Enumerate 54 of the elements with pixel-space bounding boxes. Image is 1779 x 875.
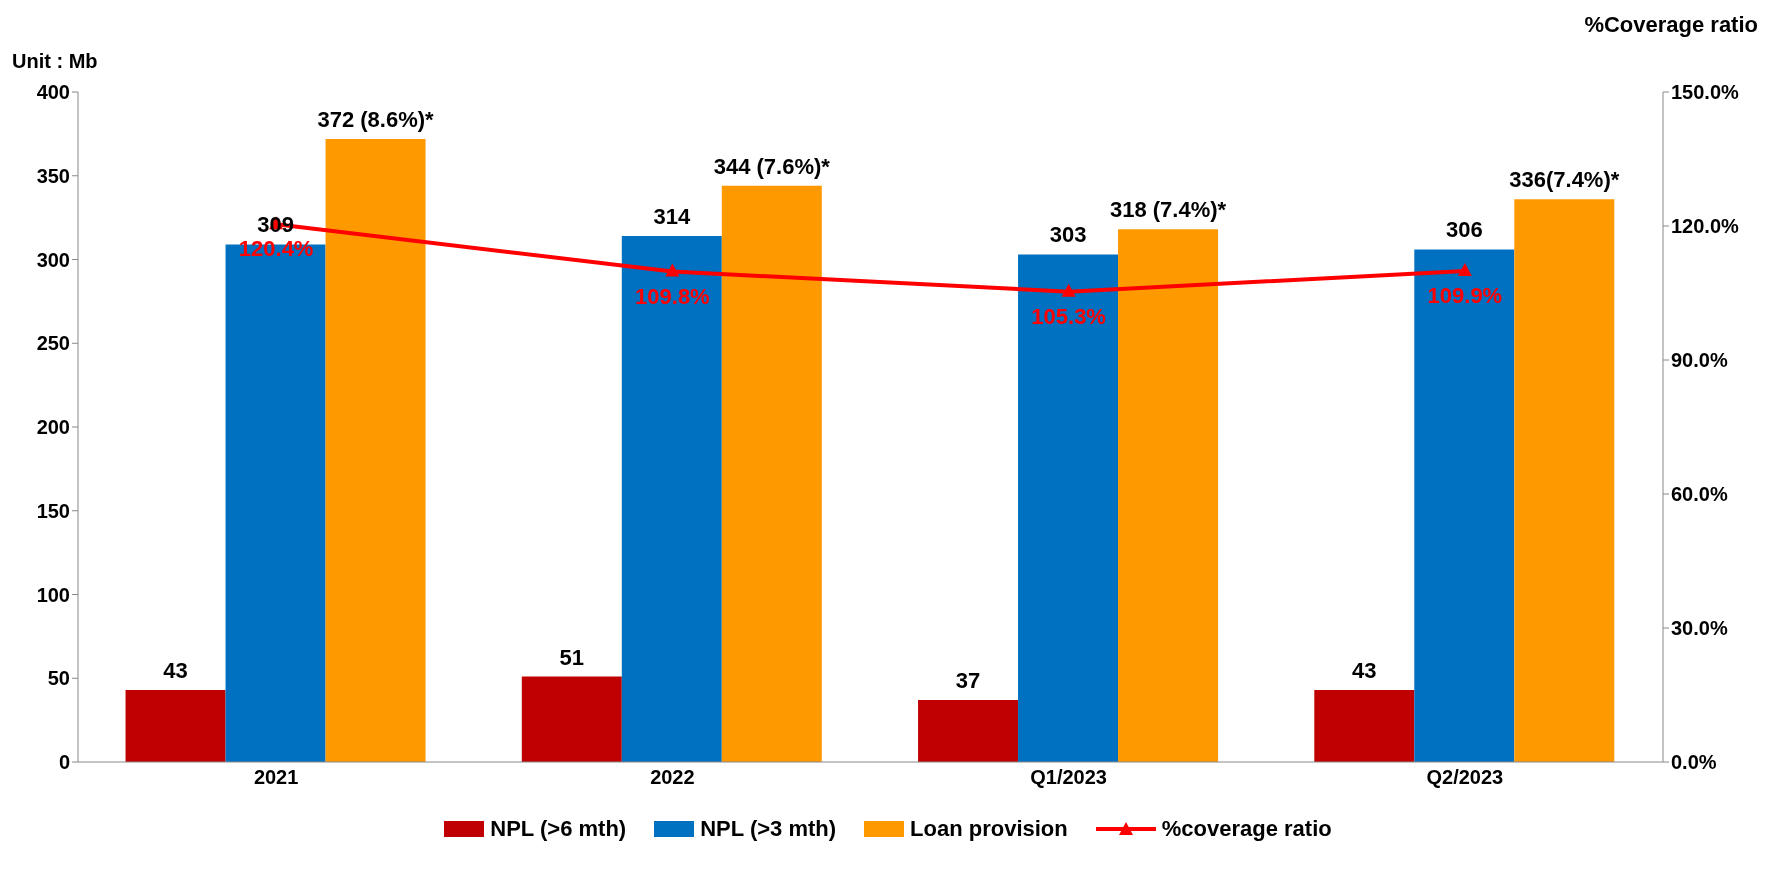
y2-axis-title: %Coverage ratio	[1584, 12, 1758, 38]
y2-tick-label: 30.0%	[1671, 617, 1728, 640]
data-label: 306	[1445, 217, 1483, 243]
y-tick-label: 200	[36, 416, 70, 439]
data-label: 43	[163, 657, 188, 683]
data-label: 372 (8.6%)*	[317, 106, 435, 132]
bar	[521, 676, 622, 762]
legend-label: Loan provision	[910, 816, 1068, 842]
bar	[1018, 254, 1119, 762]
point	[1457, 263, 1472, 277]
bar	[1514, 199, 1615, 762]
point	[665, 263, 680, 277]
y-tick-label: 400	[36, 81, 70, 104]
bar	[1118, 229, 1219, 762]
y-tick-label: 100	[36, 583, 70, 606]
point	[1061, 283, 1076, 297]
y-tick-label: 150	[36, 499, 70, 522]
y-tick-label: 0	[58, 751, 70, 774]
y2-tick-label: 150.0%	[1671, 81, 1740, 104]
data-label: 344 (7.6%)*	[713, 153, 831, 179]
x-tick-label: Q2/2023	[1426, 766, 1504, 789]
bar	[1314, 689, 1415, 762]
legend-label: %coverage ratio	[1161, 816, 1332, 842]
legend-label: NPL (>3 mth)	[700, 816, 837, 842]
bar	[125, 689, 226, 762]
y2-tick-label: 120.0%	[1671, 215, 1740, 238]
bar	[621, 236, 722, 762]
data-label: 43	[1352, 657, 1377, 683]
data-label: 303	[1049, 222, 1087, 248]
bar	[721, 185, 822, 762]
x-tick-label: 2021	[253, 766, 299, 789]
y2-tick-label: 0.0%	[1671, 751, 1717, 774]
data-label: 314	[653, 204, 691, 230]
y-tick-label: 250	[36, 332, 70, 355]
data-label: 109.9%	[1427, 283, 1503, 309]
x-tick-label: 2022	[650, 766, 695, 789]
data-label: 51	[559, 644, 585, 670]
y-tick-label: 300	[36, 248, 70, 271]
data-label: 120.4%	[238, 236, 314, 262]
data-label: 105.3%	[1031, 303, 1106, 329]
bar	[325, 138, 426, 762]
data-label: 318 (7.4%)*	[1109, 197, 1227, 223]
x-tick-label: Q1/2023	[1030, 766, 1107, 789]
legend-label: NPL (>6 mth)	[490, 816, 627, 842]
bar	[1414, 249, 1515, 762]
data-label: 336(7.4%)*	[1509, 167, 1620, 193]
data-label: 109.8%	[635, 283, 710, 309]
y-axis-title: Unit : Mb	[12, 50, 98, 73]
y-tick-label: 50	[47, 667, 70, 690]
bar	[918, 700, 1019, 762]
y-tick-label: 350	[36, 164, 70, 187]
data-label: 37	[955, 668, 981, 694]
y2-tick-label: 60.0%	[1671, 483, 1728, 506]
y2-tick-label: 90.0%	[1671, 349, 1728, 372]
